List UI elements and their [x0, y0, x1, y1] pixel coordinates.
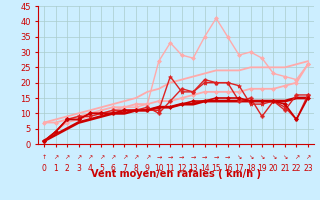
Text: →: →	[168, 155, 173, 160]
Text: 6: 6	[110, 164, 116, 173]
Text: 10: 10	[154, 164, 164, 173]
Text: ↗: ↗	[110, 155, 116, 160]
Text: 12: 12	[177, 164, 187, 173]
Text: ↗: ↗	[87, 155, 92, 160]
Text: ↗: ↗	[76, 155, 81, 160]
Text: →: →	[225, 155, 230, 160]
Text: ↘: ↘	[271, 155, 276, 160]
Text: 18: 18	[246, 164, 255, 173]
Text: 4: 4	[88, 164, 92, 173]
Text: ↗: ↗	[53, 155, 58, 160]
Text: 0: 0	[42, 164, 47, 173]
Text: Vent moyen/en rafales ( km/h ): Vent moyen/en rafales ( km/h )	[91, 169, 261, 179]
Text: ↑: ↑	[42, 155, 47, 160]
Text: 5: 5	[99, 164, 104, 173]
Text: 17: 17	[234, 164, 244, 173]
Text: →: →	[179, 155, 184, 160]
Text: 22: 22	[292, 164, 301, 173]
Text: 14: 14	[200, 164, 210, 173]
Text: 9: 9	[145, 164, 150, 173]
Text: 1: 1	[53, 164, 58, 173]
Text: 20: 20	[269, 164, 278, 173]
Text: ↗: ↗	[122, 155, 127, 160]
Text: 3: 3	[76, 164, 81, 173]
Text: 15: 15	[211, 164, 221, 173]
Text: ↘: ↘	[282, 155, 288, 160]
Text: ↗: ↗	[99, 155, 104, 160]
Text: 23: 23	[303, 164, 313, 173]
Text: ↗: ↗	[133, 155, 139, 160]
Text: 19: 19	[257, 164, 267, 173]
Text: 11: 11	[165, 164, 175, 173]
Text: ↘: ↘	[248, 155, 253, 160]
Text: ↘: ↘	[236, 155, 242, 160]
Text: ↗: ↗	[64, 155, 70, 160]
Text: 2: 2	[65, 164, 69, 173]
Text: ↗: ↗	[305, 155, 310, 160]
Text: →: →	[202, 155, 207, 160]
Text: ↘: ↘	[260, 155, 265, 160]
Text: 13: 13	[188, 164, 198, 173]
Text: 7: 7	[122, 164, 127, 173]
Text: ↗: ↗	[145, 155, 150, 160]
Text: 16: 16	[223, 164, 232, 173]
Text: 8: 8	[133, 164, 138, 173]
Text: 21: 21	[280, 164, 290, 173]
Text: →: →	[156, 155, 161, 160]
Text: ↗: ↗	[294, 155, 299, 160]
Text: →: →	[213, 155, 219, 160]
Text: →: →	[191, 155, 196, 160]
